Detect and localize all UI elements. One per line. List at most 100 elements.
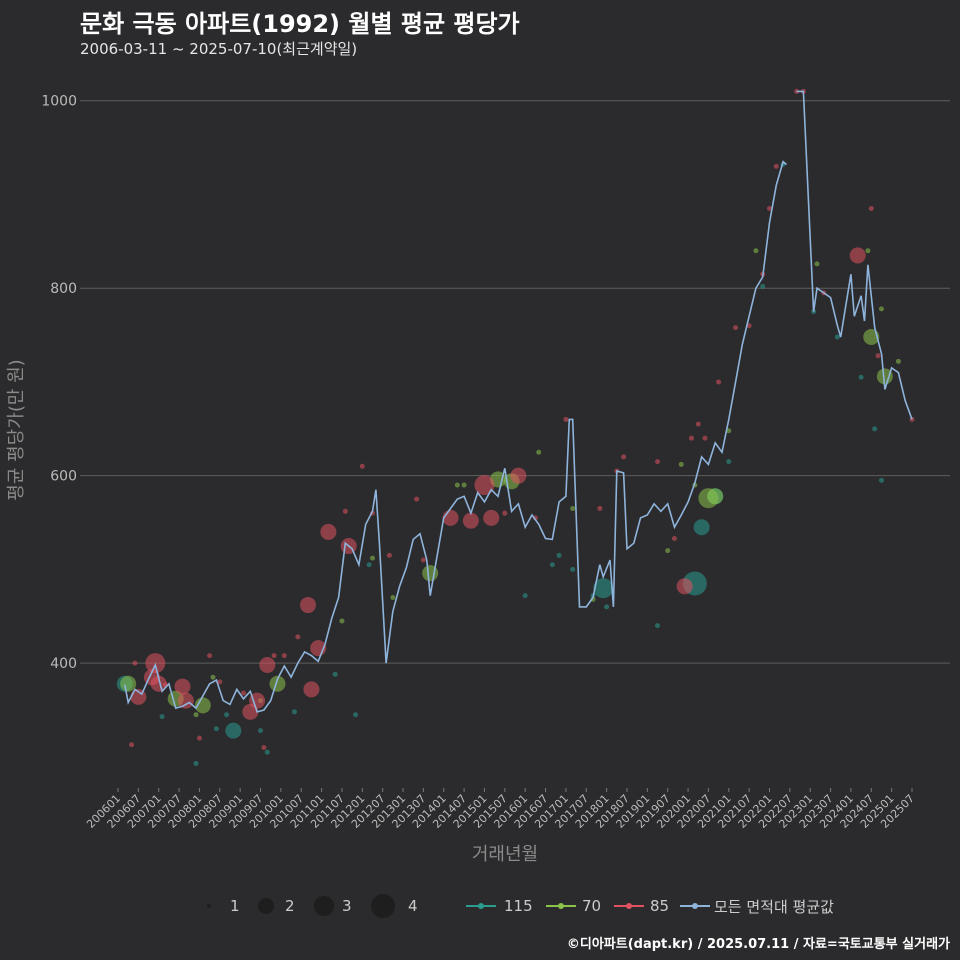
bubble-85-9	[196, 735, 202, 741]
average-line	[124, 90, 913, 713]
bubble-70-9	[390, 595, 396, 601]
size-legend-1: 1	[198, 890, 240, 922]
bubble-85-57	[849, 247, 866, 264]
size-swatch-4	[371, 894, 395, 918]
size-legend-label-3: 3	[342, 897, 352, 915]
bubble-85-52	[766, 206, 772, 212]
bubble-70-7	[339, 618, 345, 624]
swatch-70	[546, 903, 576, 909]
bubble-70-29	[876, 368, 893, 385]
bubble-115-17	[593, 578, 614, 599]
bubble-85-7	[174, 678, 191, 695]
color-legend-label-average: 모든 면적대 평균값	[714, 897, 834, 916]
bubble-85-29	[414, 496, 420, 502]
bubble-85-21	[303, 681, 320, 698]
bubble-85-41	[621, 454, 627, 460]
bubble-85-36	[510, 467, 527, 484]
size-legend-label-4: 4	[408, 897, 418, 915]
bubble-115-14	[556, 552, 562, 558]
color-legend-average: 모든 면적대 평균값	[680, 890, 834, 922]
bubble-115-5	[225, 722, 242, 739]
bubble-115-6	[258, 728, 264, 734]
bubble-85-5	[150, 675, 167, 692]
bubble-85-44	[676, 578, 693, 595]
bubble-115-28	[858, 374, 864, 380]
bubble-85-19	[295, 634, 301, 640]
swatch-average	[680, 903, 710, 909]
bubble-70-26	[865, 248, 871, 254]
bubble-85-8	[177, 692, 194, 709]
bubble-85-47	[702, 435, 708, 441]
y-tick-800: 800	[50, 281, 77, 297]
source-caption: ©디아파트(dapt.kr) / 2025.07.11 / 자료=국토교통부 실…	[566, 937, 950, 952]
bubble-85-12	[241, 690, 247, 696]
size-legend-label-1: 1	[230, 897, 240, 915]
size-legend-4: 4	[370, 890, 418, 922]
bubble-85-0	[129, 742, 135, 748]
bubble-70-28	[878, 306, 884, 312]
size-swatch-1	[207, 904, 211, 908]
color-legend-85: 85	[614, 890, 669, 922]
bubble-85-18	[281, 653, 287, 659]
bubble-85-14	[249, 692, 266, 709]
bubble-70-8	[369, 555, 375, 561]
y-tick-1000: 1000	[41, 94, 77, 110]
bubble-85-33	[474, 475, 495, 496]
bubble-85-30	[420, 557, 426, 563]
bubble-70-3	[194, 697, 211, 714]
bubble-85-39	[597, 505, 603, 511]
y-tick-400: 400	[50, 656, 77, 672]
bubble-85-38	[563, 416, 569, 422]
bubble-115-15	[570, 566, 576, 572]
x-axis-label: 거래년월	[472, 844, 538, 865]
bubble-115-8	[291, 709, 297, 715]
bubble-115-13	[549, 562, 555, 568]
swatch-85	[614, 903, 644, 909]
bubble-85-31	[442, 509, 459, 526]
bubble-85-58	[868, 206, 874, 212]
y-tick-labels: 400 600 800 1000	[41, 94, 77, 672]
bubble-115-4	[224, 712, 230, 718]
bubble-115-24	[760, 283, 766, 289]
bubble-70-18	[665, 548, 671, 554]
bubble-70-11	[454, 482, 460, 488]
bubble-85-48	[716, 379, 722, 385]
swatch-115	[466, 903, 496, 909]
bubble-85-46	[695, 421, 701, 427]
bubble-115-3	[213, 726, 219, 732]
bubble-85-35	[502, 510, 508, 516]
bubble-85-26	[359, 463, 365, 469]
bubble-70-22	[707, 488, 724, 505]
legend: 1 2 3 4 115 70 85 모든 면적대 평균값	[0, 890, 960, 922]
scatter-bubbles	[116, 88, 915, 766]
bubble-115-30	[878, 477, 884, 483]
bubble-70-15	[536, 449, 542, 455]
y-tick-600: 600	[50, 469, 77, 485]
color-legend-70: 70	[546, 890, 601, 922]
bubble-85-10	[207, 653, 213, 659]
bubble-115-9	[332, 671, 338, 677]
bubble-115-1	[159, 714, 165, 720]
size-legend-3: 3	[312, 890, 352, 922]
color-legend-label-115: 115	[504, 897, 533, 915]
bubble-70-0	[120, 675, 137, 692]
size-legend-label-2: 2	[285, 897, 295, 915]
color-legend-115: 115	[466, 890, 533, 922]
bubble-115-2	[193, 760, 199, 766]
bubble-85-42	[655, 459, 661, 465]
color-legend-label-70: 70	[582, 897, 602, 915]
bubble-85-28	[386, 552, 392, 558]
bubble-85-49	[733, 325, 739, 331]
grid-lines	[80, 100, 950, 664]
bubble-115-21	[693, 519, 710, 536]
bubble-85-1	[132, 660, 138, 666]
bubble-115-7	[264, 749, 270, 755]
size-swatch-2	[258, 898, 274, 914]
average-line-main	[124, 160, 788, 713]
bubble-70-16	[570, 505, 576, 511]
bubble-85-53	[773, 163, 779, 169]
size-swatch-3	[314, 896, 334, 916]
bubble-70-30	[895, 358, 901, 364]
bubble-85-32	[462, 512, 479, 529]
